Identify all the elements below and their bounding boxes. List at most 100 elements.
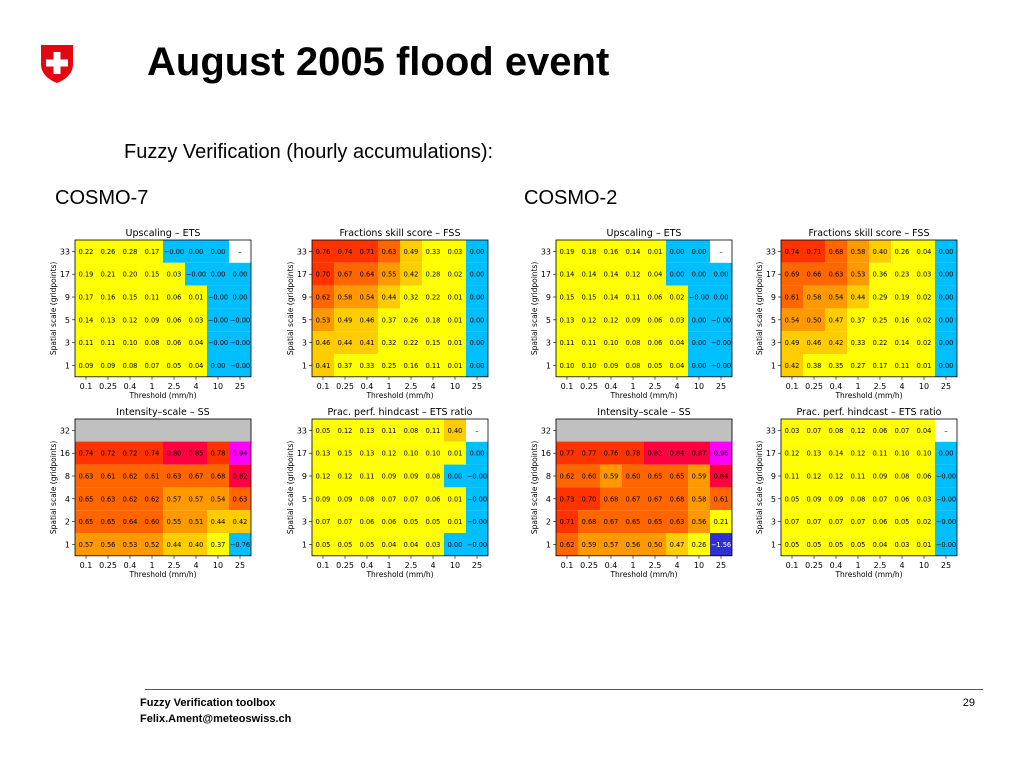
heatmap-cell [644,533,666,556]
cell-value: 0.82 [648,450,663,458]
cell-value: 0.16 [404,362,419,370]
heatmap-cell [869,487,891,511]
x-tick-label: 25 [472,382,482,391]
cell-value: 0.10 [604,339,619,347]
heatmap-cell [578,308,600,332]
heatmap-cell [141,285,163,309]
cell-value: 0.00 [939,316,954,324]
heatmap-cell [688,487,710,511]
cell-value: 0.22 [426,294,441,302]
cell-value: 0.94 [233,450,248,458]
cell-value: 0.01 [917,362,932,370]
cell-value: 0.14 [79,316,94,324]
chart-title: Upscaling – ETS [126,228,201,239]
x-tick-label: 4 [430,561,435,570]
cell-value: −0.00 [230,362,250,370]
heatmap-cell [825,331,847,354]
heatmap-cell [781,354,803,377]
heatmap-cell [688,354,710,377]
heatmap-cell [207,285,229,309]
heatmap-cell [891,533,913,556]
y-axis-label: Spatial scale (gridpoints) [530,262,539,356]
y-axis-label: Spatial scale (gridpoints) [49,441,58,535]
heatmap-cell [847,419,869,442]
heatmap-cell [119,533,141,556]
page-number: 29 [962,697,975,709]
heatmap-cell [185,533,207,556]
cell-value: 0.11 [582,339,597,347]
heatmap-cell [163,533,185,556]
cell-value: 0.37 [851,316,866,324]
heatmap-cell [119,331,141,354]
cell-value: 0.09 [79,362,94,370]
cell-value: 0.54 [785,316,800,324]
cell-value: 0.00 [692,339,707,347]
cell-value: 0.11 [360,473,375,481]
x-axis-label: Threshold (mm/h) [609,570,677,579]
y-tick-label: 32 [60,426,70,435]
y-tick-label: 1 [546,540,551,549]
cell-value: 0.00 [939,294,954,302]
y-tick-label: 16 [60,449,70,458]
heatmap-cell [97,533,119,556]
heatmap-cell [781,331,803,354]
x-tick-label: 4 [674,382,679,391]
cell-value: 0.12 [626,271,641,279]
cell-value: 0.00 [448,541,463,549]
heatmap-cell [207,240,229,263]
cell-value: 0.12 [807,473,822,481]
x-tick-label: 10 [919,382,929,391]
x-axis-label: Threshold (mm/h) [128,570,196,579]
heatmap-cell [825,487,847,511]
heatmap-cell [312,419,334,442]
cell-value: 0.44 [851,294,866,302]
cell-value: 0.03 [189,316,204,324]
x-tick-label: 1 [630,382,635,391]
cell-value: 0.44 [382,294,397,302]
heatmap-cell [312,354,334,377]
heatmap-cell [666,533,688,556]
cell-value: 0.71 [807,248,822,256]
cell-value: 0.37 [338,362,353,370]
x-tick-label: 0.1 [786,561,799,570]
heatmap-cell [312,510,334,533]
heatmap-cell [935,464,957,488]
cell-value: 0.00 [939,248,954,256]
y-tick-label: 1 [65,361,70,370]
heatmap-cell [803,464,825,488]
heatmap-cell [578,285,600,309]
x-tick-label: 2.5 [649,561,662,570]
y-tick-label: 33 [766,247,776,256]
heatmap-cell [466,487,488,511]
y-tick-label: 4 [65,495,70,504]
cell-value: 0.23 [895,271,910,279]
heatmap-cell [688,262,710,286]
cell-value: 0.61 [785,294,800,302]
heatmap-cell [163,308,185,332]
heatmap-cell [356,464,378,488]
cell-value: 0.52 [145,541,160,549]
cell-value: −0.00 [936,495,956,503]
cell-value: 0.11 [626,294,641,302]
heatmap-cell [378,354,400,377]
x-axis-label: Threshold (mm/h) [834,570,902,579]
heatmap-cell [935,354,957,377]
cell-value: 0.20 [123,271,138,279]
cell-value: 0.05 [851,541,866,549]
heatmap-cell [688,441,710,465]
heatmap-cell [578,331,600,354]
heatmap-cell [803,308,825,332]
cell-value: 0.09 [604,362,619,370]
heatmap-cell [141,487,163,511]
cell-value: 0.17 [79,294,94,302]
cell-value: 0.28 [426,271,441,279]
heatmap-cell [185,285,207,309]
cell-value: −0.00 [711,362,731,370]
heatmap-cell [141,441,163,465]
heatmap-cell [688,285,710,309]
heatmap-cell [466,262,488,286]
